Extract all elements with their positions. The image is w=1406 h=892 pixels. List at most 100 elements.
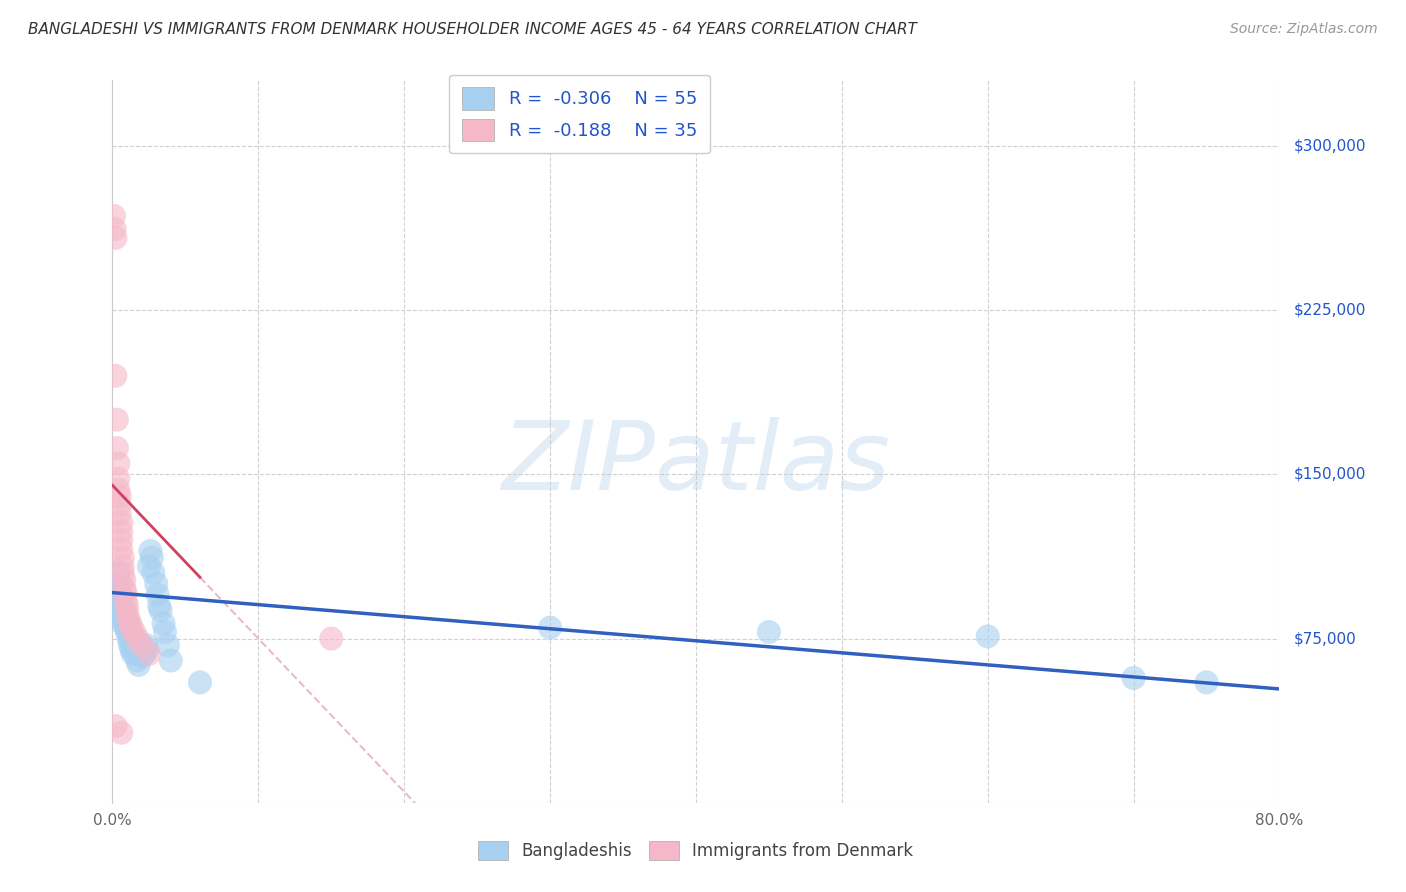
Bangladeshis [127, 640, 149, 655]
Immigrants from Denmark [321, 632, 343, 646]
Bangladeshis [111, 599, 134, 613]
Immigrants from Denmark [114, 594, 136, 608]
Bangladeshis [107, 599, 129, 613]
Bangladeshis [125, 647, 148, 661]
Bangladeshis [117, 621, 139, 635]
Bangladeshis [114, 607, 136, 622]
Bangladeshis [128, 657, 150, 672]
Immigrants from Denmark [138, 647, 160, 661]
Bangladeshis [115, 625, 138, 640]
Immigrants from Denmark [110, 725, 132, 739]
Immigrants from Denmark [108, 498, 131, 512]
Bangladeshis [149, 603, 172, 617]
Bangladeshis [117, 632, 139, 646]
Bangladeshis [120, 642, 142, 657]
Bangladeshis [105, 588, 128, 602]
Bangladeshis [152, 616, 174, 631]
Bangladeshis [146, 588, 169, 602]
Bangladeshis [188, 675, 211, 690]
Immigrants from Denmark [107, 472, 129, 486]
Bangladeshis [111, 616, 134, 631]
Bangladeshis [142, 566, 165, 580]
Text: $150,000: $150,000 [1294, 467, 1365, 482]
Immigrants from Denmark [120, 621, 142, 635]
Immigrants from Denmark [110, 541, 132, 556]
Bangladeshis [115, 614, 138, 628]
Bangladeshis [1195, 675, 1218, 690]
Immigrants from Denmark [114, 585, 136, 599]
Immigrants from Denmark [110, 516, 132, 530]
Immigrants from Denmark [105, 412, 128, 426]
Immigrants from Denmark [115, 605, 138, 619]
Immigrants from Denmark [107, 457, 129, 471]
Immigrants from Denmark [115, 599, 138, 613]
Text: Source: ZipAtlas.com: Source: ZipAtlas.com [1230, 22, 1378, 37]
Bangladeshis [156, 638, 179, 652]
Bangladeshis [160, 653, 183, 667]
Bangladeshis [138, 559, 160, 574]
Text: $300,000: $300,000 [1294, 138, 1365, 153]
Immigrants from Denmark [104, 222, 127, 236]
Bangladeshis [135, 638, 157, 652]
Bangladeshis [153, 625, 176, 640]
Bangladeshis [134, 647, 156, 661]
Bangladeshis [122, 647, 145, 661]
Immigrants from Denmark [111, 559, 134, 574]
Bangladeshis [122, 638, 145, 652]
Bangladeshis [124, 642, 146, 657]
Bangladeshis [132, 642, 155, 657]
Bangladeshis [538, 621, 561, 635]
Immigrants from Denmark [108, 507, 131, 521]
Immigrants from Denmark [103, 209, 125, 223]
Bangladeshis [131, 649, 153, 664]
Legend: Bangladeshis, Immigrants from Denmark: Bangladeshis, Immigrants from Denmark [472, 834, 920, 867]
Immigrants from Denmark [110, 533, 132, 547]
Bangladeshis [145, 577, 167, 591]
Text: BANGLADESHI VS IMMIGRANTS FROM DENMARK HOUSEHOLDER INCOME AGES 45 - 64 YEARS COR: BANGLADESHI VS IMMIGRANTS FROM DENMARK H… [28, 22, 917, 37]
Bangladeshis [108, 581, 131, 595]
Immigrants from Denmark [104, 368, 127, 383]
Bangladeshis [107, 566, 129, 580]
Immigrants from Denmark [112, 573, 135, 587]
Immigrants from Denmark [118, 616, 141, 631]
Bangladeshis [125, 636, 148, 650]
Immigrants from Denmark [104, 719, 127, 733]
Bangladeshis [110, 603, 132, 617]
Immigrants from Denmark [111, 566, 134, 580]
Bangladeshis [108, 594, 131, 608]
Immigrants from Denmark [108, 489, 131, 503]
Immigrants from Denmark [111, 550, 134, 565]
Immigrants from Denmark [104, 231, 127, 245]
Bangladeshis [127, 653, 149, 667]
Bangladeshis [112, 603, 135, 617]
Bangladeshis [136, 642, 159, 657]
Bangladeshis [141, 550, 163, 565]
Bangladeshis [110, 588, 132, 602]
Bangladeshis [976, 629, 998, 643]
Bangladeshis [112, 609, 135, 624]
Immigrants from Denmark [110, 524, 132, 539]
Text: $75,000: $75,000 [1294, 632, 1357, 646]
Bangladeshis [128, 647, 150, 661]
Bangladeshis [103, 583, 125, 598]
Bangladeshis [104, 592, 127, 607]
Immigrants from Denmark [124, 625, 146, 640]
Bangladeshis [139, 544, 162, 558]
Bangladeshis [758, 625, 780, 640]
Bangladeshis [118, 638, 141, 652]
Bangladeshis [108, 609, 131, 624]
Bangladeshis [124, 632, 146, 646]
Immigrants from Denmark [131, 638, 153, 652]
Bangladeshis [120, 633, 142, 648]
Bangladeshis [114, 621, 136, 635]
Immigrants from Denmark [117, 612, 139, 626]
Immigrants from Denmark [127, 632, 149, 646]
Bangladeshis [131, 638, 153, 652]
Text: $225,000: $225,000 [1294, 302, 1365, 318]
Immigrants from Denmark [112, 581, 135, 595]
Bangladeshis [1122, 671, 1144, 685]
Immigrants from Denmark [105, 441, 128, 455]
Bangladeshis [104, 577, 127, 591]
Text: ZIPatlas: ZIPatlas [502, 417, 890, 509]
Bangladeshis [118, 627, 141, 641]
